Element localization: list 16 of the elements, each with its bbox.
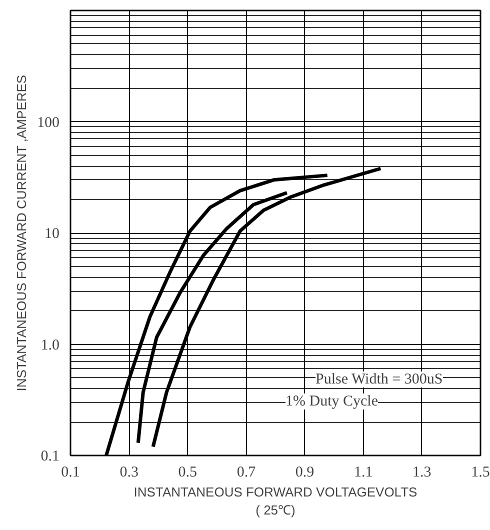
x-axis-title: INSTANTANEOUS FORWARD VOLTAGEVOLTS ( 25℃) (134, 484, 418, 518)
y-tick-label: 10 (44, 226, 60, 242)
x-tick-label: 0.5 (178, 464, 198, 480)
y-tick-label: 100 (37, 114, 60, 131)
y-tick-label: 0.1 (40, 448, 60, 464)
x-tick-label: 0.7 (236, 464, 256, 480)
x-tick-label: 1.5 (471, 464, 490, 480)
x-tick-label: 1.1 (354, 464, 373, 480)
x-tick-label: 1.3 (412, 464, 432, 480)
annotation: 1% Duty Cycle (286, 394, 378, 410)
x-tick-label: 0.3 (120, 464, 138, 480)
y-axis-title: INSTANTANEOUS FORWARD CURRENT ,AMPERES (14, 74, 29, 392)
x-tick-label: 0.9 (295, 464, 314, 480)
annotation: Pulse Width = 300uS (316, 372, 443, 388)
x-tick-label: 0.1 (61, 464, 80, 480)
y-tick-label: 1.0 (40, 337, 60, 354)
